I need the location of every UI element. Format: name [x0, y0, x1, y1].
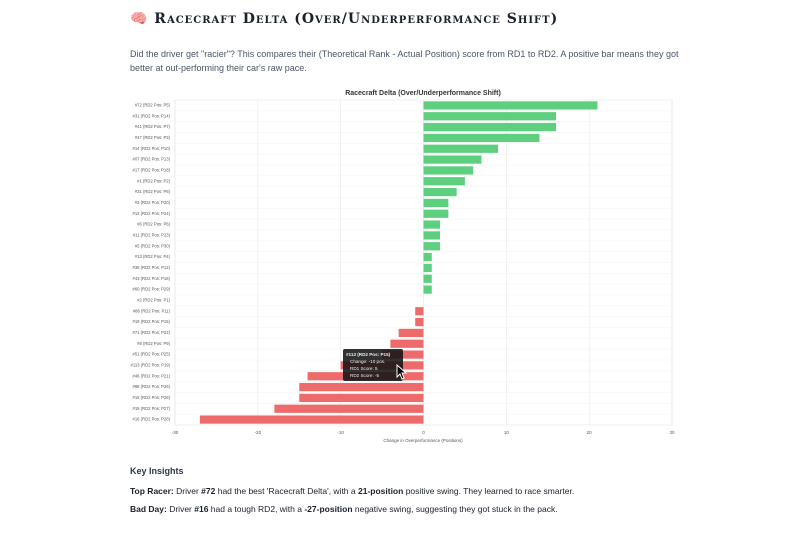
y-tick-label: #19 (RD2 Pos: P15) — [133, 319, 171, 324]
bar — [423, 274, 432, 283]
bar — [423, 144, 499, 153]
y-tick-label: #71 (RD2 Pos: P22) — [133, 330, 171, 335]
insight-text: Driver — [166, 504, 195, 514]
bar — [423, 252, 432, 262]
y-tick-label: #31 (RD2 Pos: P8) — [135, 189, 171, 194]
bar — [423, 166, 474, 175]
x-axis-label: Change in Overperformance (Positions) — [383, 438, 463, 443]
x-tick-label: -20 — [255, 430, 262, 435]
y-tick-label: #3 (RD2 Pos: P20) — [135, 200, 171, 205]
insight-text: Driver — [173, 486, 202, 496]
y-tick-label: #72 (RD2 Pos: P5) — [135, 103, 171, 108]
y-tick-label: #1 (RD2 Pos: P2) — [137, 178, 170, 183]
y-tick-label: #41 (RD2 Pos: P7) — [135, 124, 171, 129]
y-tick-label: #88 (RD2 Pos: P26) — [133, 384, 171, 389]
bar — [423, 122, 557, 132]
insight-text: had the best 'Racecraft Delta', with a — [215, 486, 358, 496]
y-tick-label: #07 (RD2 Pos: P13) — [133, 157, 171, 162]
insight-text: Top Racer: — [130, 486, 174, 496]
bar — [423, 155, 482, 164]
bar — [423, 220, 441, 229]
x-tick-label: 0 — [422, 430, 425, 435]
y-tick-label: #8 (RD2 Pos: P9) — [137, 341, 170, 346]
y-tick-label: #86 (RD2 Pos: P11) — [133, 308, 171, 313]
bar — [423, 285, 432, 294]
cursor — [396, 364, 408, 380]
bar — [423, 263, 432, 273]
insight-text: had a tough RD2, with a — [208, 504, 305, 514]
bar — [423, 133, 540, 143]
bar — [415, 317, 424, 327]
chart-title: Racecraft Delta (Over/Underperformance S… — [345, 90, 501, 97]
bar — [423, 242, 441, 251]
bar — [398, 328, 424, 338]
insight-text: 21-position — [357, 486, 404, 496]
bar — [423, 209, 449, 218]
y-tick-label: #31 (RD2 Pos: P14) — [133, 113, 171, 118]
y-tick-label: #60 (RD2 Pos: P29) — [133, 287, 171, 292]
x-tick-label: 20 — [587, 430, 593, 435]
bar — [199, 415, 424, 424]
insight-text: #16 — [194, 504, 209, 514]
x-tick-label: -30 — [172, 430, 179, 435]
bar — [423, 187, 457, 197]
tooltip-line: RD1 Score: 5 — [350, 366, 378, 371]
insight-text: positive swing. They learned to race sma… — [403, 486, 575, 496]
y-tick-label: #13 (RD2 Pos: P4) — [135, 254, 171, 259]
bar — [299, 382, 424, 392]
chart: Racecraft Delta (Over/Underperformance S… — [131, 90, 675, 443]
y-tick-label: #15 (RD2 Pos: P28) — [133, 395, 171, 400]
y-tick-label: #6 (RD2 Pos: P6) — [137, 222, 170, 227]
insights-title: Key Insights — [130, 466, 184, 476]
y-tick-label: #14 (RD2 Pos: P10) — [133, 146, 171, 151]
bar — [415, 307, 424, 316]
tooltip-title: #113 (RD2 Pos: P15) — [346, 352, 391, 357]
tooltip-line: Change: -10 pos. — [350, 359, 386, 364]
bar — [299, 393, 424, 403]
insight-text: Bad Day: — [130, 504, 167, 514]
bar — [423, 177, 465, 186]
tooltip: #113 (RD2 Pos: P15) Change: -10 pos. RD1… — [343, 349, 403, 381]
y-tick-label: #51 (RD2 Pos: P25) — [133, 352, 171, 357]
insight-text: negative swing, suggesting they got stuc… — [352, 504, 558, 514]
x-tick-label: 10 — [504, 430, 510, 435]
bar — [423, 101, 598, 110]
y-tick-label: #17 (RD2 Pos: P18) — [133, 168, 171, 173]
y-tick-label: #38 (RD2 Pos: P12) — [133, 265, 171, 270]
y-tick-label: #47 (RD2 Pos: P3) — [135, 135, 171, 140]
insight-text: -27-position — [304, 504, 353, 514]
y-tick-label: #12 (RD2 Pos: P24) — [133, 211, 171, 216]
insight: Top Racer: Driver #72 had the best 'Race… — [130, 486, 574, 496]
insight: Bad Day: Driver #16 had a tough RD2, wit… — [130, 504, 558, 514]
y-tick-label: #113 (RD2 Pos: P19) — [131, 363, 171, 368]
tooltip-line: RD2 Score: -5 — [350, 373, 380, 378]
y-tick-label: #2 (RD2 Pos: P1) — [137, 298, 170, 303]
y-tick-label: #18 (RD2 Pos: P27) — [133, 406, 171, 411]
y-tick-label: #16 (RD2 Pos: P28) — [133, 417, 171, 422]
y-tick-label: #5 (RD2 Pos: P30) — [135, 243, 171, 248]
bar — [423, 231, 441, 240]
bar — [423, 112, 557, 121]
description: Did the driver get "racier"? This compar… — [130, 49, 679, 73]
x-tick-label: -10 — [337, 430, 344, 435]
insight-text: #72 — [201, 486, 216, 496]
page-title: 🧠 Racecraft Delta (Over/Underperformance… — [130, 11, 559, 27]
bar — [390, 339, 424, 348]
y-tick-label: #11 (RD2 Pos: P23) — [133, 233, 171, 238]
y-tick-label: #46 (RD2 Pos: P21) — [133, 373, 171, 378]
x-tick-label: 30 — [669, 430, 675, 435]
bar — [423, 198, 449, 208]
bar — [274, 404, 424, 413]
y-tick-label: #43 (RD2 Pos: P16) — [133, 276, 171, 281]
